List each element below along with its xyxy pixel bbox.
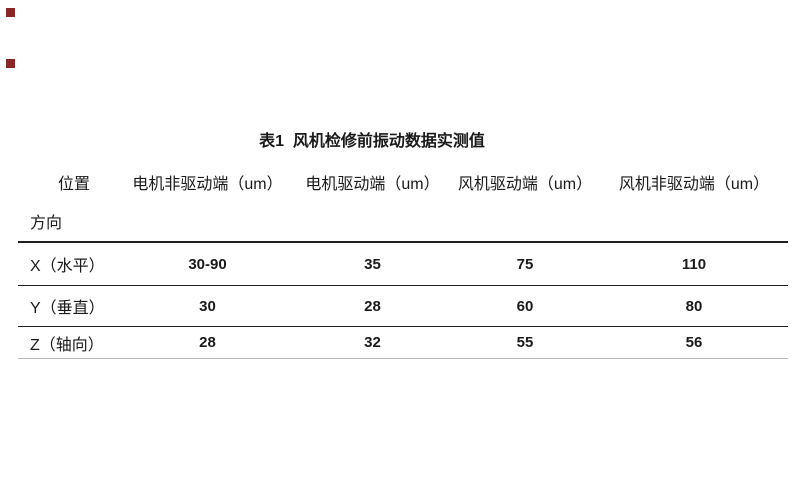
- table-header-row: 位置 方向 电机非驱动端（um） 电机驱动端（um） 风机驱动端（um） 风机非…: [18, 168, 788, 243]
- cell-value: 75: [516, 255, 534, 273]
- red-square-marker-icon: [6, 8, 15, 17]
- table-row-z: Z（轴向） 28 32 55 56: [18, 327, 788, 359]
- row-label: Z（轴向）: [30, 336, 104, 354]
- cell-value: 28: [364, 297, 381, 315]
- column-header-motor-non-drive-end: 电机非驱动端（um）: [132, 176, 283, 193]
- header-direction-label: 方向: [30, 215, 63, 232]
- table-row-y: Y（垂直） 30 28 60 80: [18, 286, 788, 327]
- cell-value: 35: [364, 255, 381, 273]
- cell-value: 60: [516, 297, 534, 315]
- vibration-data-table: 位置 方向 电机非驱动端（um） 电机驱动端（um） 风机驱动端（um） 风机非…: [18, 168, 788, 359]
- table-title: 表1 风机检修前振动数据实测值: [259, 133, 485, 150]
- cell-value: 30: [199, 297, 216, 315]
- row-label: Y（垂直）: [30, 300, 105, 317]
- cell-value: 55: [516, 334, 534, 351]
- cell-value: 30-90: [188, 255, 227, 273]
- column-header-fan-non-drive-end: 风机非驱动端（um）: [618, 176, 770, 193]
- header-position-label: 位置: [58, 176, 91, 193]
- red-square-marker-icon: [6, 59, 15, 68]
- cell-value: 110: [681, 255, 707, 273]
- row-label: X（水平）: [30, 258, 105, 275]
- cell-value: 56: [685, 334, 703, 351]
- table-row-x: X（水平） 30-90 35 75 110: [18, 243, 788, 286]
- cell-value: 28: [199, 334, 216, 351]
- column-header-fan-drive-end: 风机驱动端（um）: [457, 176, 593, 193]
- cell-value: 32: [364, 334, 381, 351]
- column-header-motor-drive-end: 电机驱动端（um）: [305, 176, 440, 193]
- cell-value: 80: [685, 297, 703, 315]
